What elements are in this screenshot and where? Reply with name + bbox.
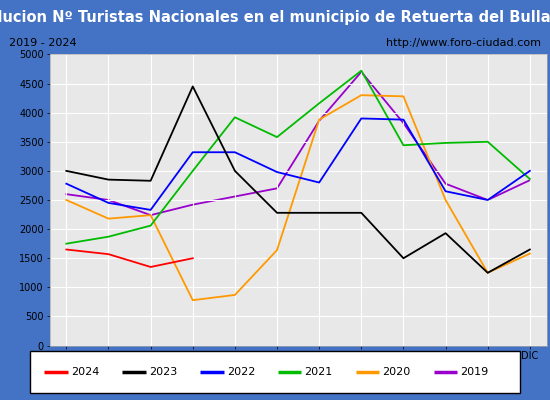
Text: 2021: 2021: [305, 366, 333, 377]
Text: Evolucion Nº Turistas Nacionales en el municipio de Retuerta del Bullaque: Evolucion Nº Turistas Nacionales en el m…: [0, 10, 550, 25]
Text: 2019: 2019: [460, 366, 488, 377]
Text: 2020: 2020: [382, 366, 411, 377]
Text: 2024: 2024: [71, 366, 100, 377]
FancyBboxPatch shape: [30, 351, 520, 394]
Text: 2022: 2022: [227, 366, 255, 377]
Text: 2023: 2023: [149, 366, 177, 377]
Text: 2019 - 2024: 2019 - 2024: [9, 38, 76, 48]
Text: http://www.foro-ciudad.com: http://www.foro-ciudad.com: [386, 38, 541, 48]
